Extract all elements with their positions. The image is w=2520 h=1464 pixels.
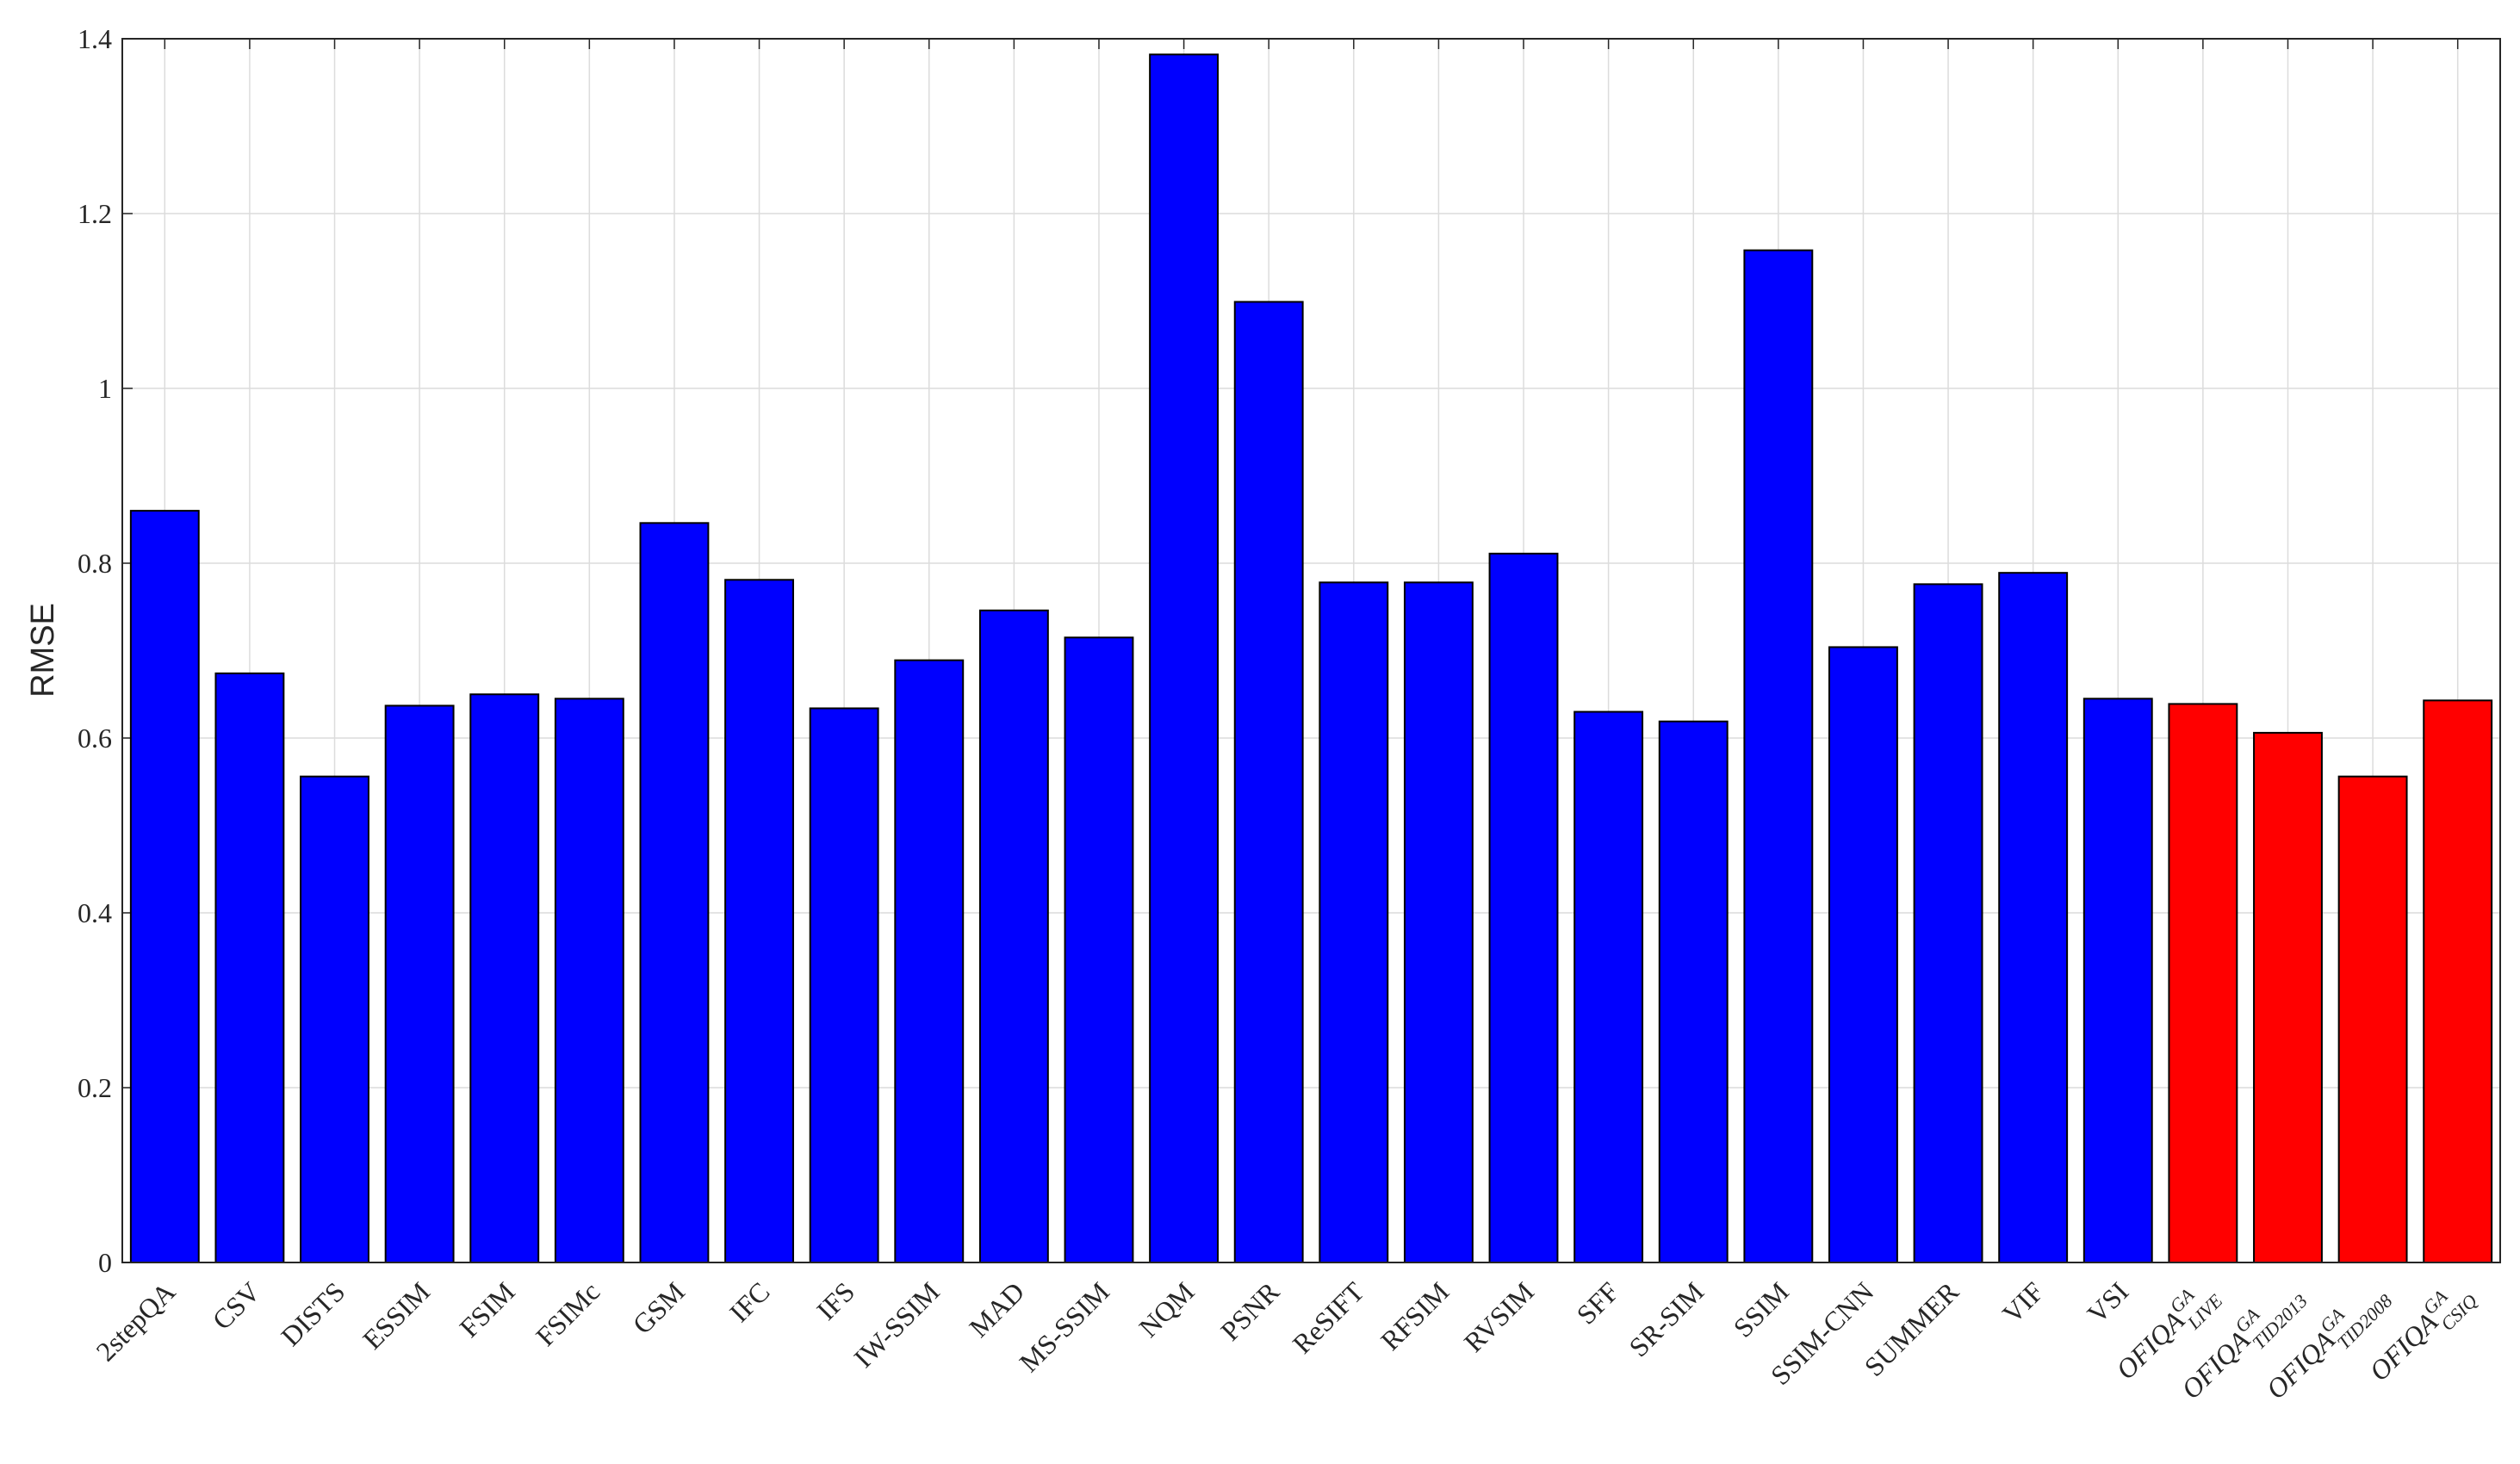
- bar: [1488, 552, 1559, 1263]
- bar: [1828, 646, 1898, 1263]
- bar: [384, 704, 455, 1263]
- x-tick-label: OFIQAGACSIQ: [2360, 1273, 2481, 1394]
- bar: [2168, 703, 2238, 1263]
- y-tick-label: 0.6: [78, 723, 112, 754]
- y-tick-label: 1: [98, 373, 112, 404]
- bar: [724, 579, 794, 1263]
- x-tick-label: ReSIFT: [1287, 1275, 1370, 1359]
- x-tick-label: VIF: [1996, 1275, 2050, 1329]
- x-tick-label: FSIM: [453, 1275, 520, 1343]
- bar: [554, 698, 624, 1263]
- x-tick-label: SFF: [1570, 1275, 1624, 1330]
- x-tick-label: SSIM: [1728, 1275, 1795, 1343]
- bar: [2253, 731, 2323, 1263]
- x-tick-label: PSNR: [1214, 1275, 1286, 1347]
- x-tick-label: FSIMc: [530, 1275, 605, 1351]
- bar: [639, 522, 710, 1263]
- x-tick-label-base: OFIQA: [2176, 1324, 2256, 1405]
- x-tick-label: 2stepQA: [90, 1275, 181, 1367]
- x-tick-label: SR-SIM: [1623, 1275, 1710, 1362]
- x-tick-label: IFC: [723, 1275, 776, 1328]
- x-tick-label: MAD: [963, 1275, 1030, 1343]
- x-tick-label: VSI: [2081, 1275, 2134, 1329]
- bar: [129, 510, 200, 1263]
- y-tick-label: 0.2: [78, 1072, 112, 1103]
- bar: [1658, 720, 1729, 1263]
- bar: [809, 707, 879, 1263]
- bar: [1233, 301, 1304, 1263]
- bar: [2082, 698, 2153, 1263]
- bar: [300, 775, 369, 1263]
- bar: [1573, 710, 1644, 1263]
- y-tick-label: 0: [98, 1247, 112, 1278]
- y-tick-label: 0.8: [78, 548, 112, 579]
- bar: [1913, 583, 1983, 1263]
- x-tick-label: RVSIM: [1458, 1275, 1540, 1357]
- bar: [469, 693, 540, 1263]
- bar: [1149, 53, 1220, 1263]
- x-tick-label: SUMMER: [1858, 1275, 1964, 1382]
- bar: [1998, 572, 2069, 1263]
- x-tick-label: CSV: [206, 1275, 265, 1335]
- x-tick-label-base: OFIQA: [2110, 1305, 2191, 1386]
- y-tick-label: 0.4: [78, 897, 112, 928]
- axes-box: [121, 38, 2501, 1263]
- x-tick-label: NQM: [1133, 1275, 1200, 1343]
- x-tick-label: ESSIM: [357, 1275, 436, 1355]
- x-tick-label: DISTS: [275, 1275, 351, 1351]
- x-tick-label: IFS: [810, 1275, 860, 1325]
- y-axis-label: RMSE: [25, 603, 61, 698]
- bar: [2423, 699, 2493, 1263]
- bar: [214, 672, 285, 1263]
- y-tick-label: 1.4: [78, 23, 112, 54]
- x-tick-label: RFSIM: [1375, 1275, 1455, 1355]
- bar: [1743, 249, 1814, 1263]
- x-tick-label: IW-SSIM: [847, 1275, 945, 1373]
- bar: [1403, 581, 1474, 1263]
- x-tick-label: MS-SSIM: [1013, 1275, 1115, 1378]
- y-tick-label: 1.2: [78, 198, 112, 229]
- x-tick-label: OFIQAGATID2008: [2257, 1273, 2397, 1412]
- bar: [978, 609, 1049, 1263]
- bar: [894, 659, 965, 1263]
- bar: [2337, 775, 2408, 1263]
- bar: [1319, 581, 1389, 1263]
- bar: [1064, 636, 1134, 1263]
- x-tick-label: GSM: [626, 1275, 691, 1340]
